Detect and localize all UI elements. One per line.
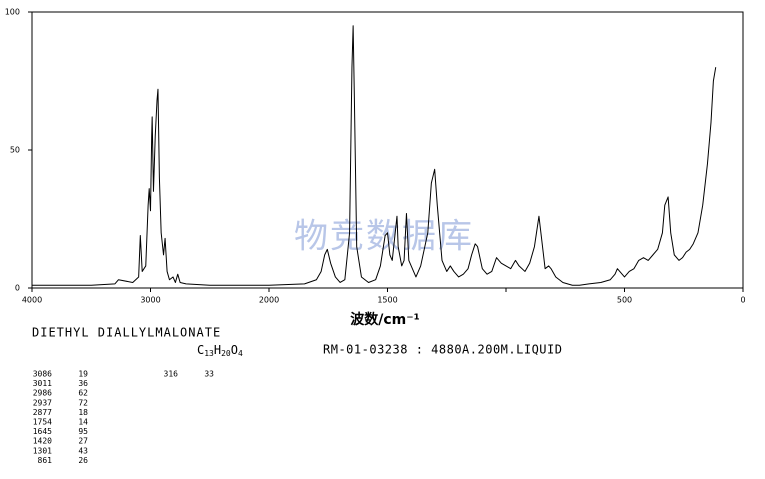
y-tick-label: 0 xyxy=(15,284,20,293)
formula-element: O xyxy=(231,343,238,357)
formula-subscript: 20 xyxy=(221,349,231,358)
peak-intensity: 36 xyxy=(78,379,88,388)
peak-wavenumber: 1754 xyxy=(33,418,52,427)
peak-wavenumber: 2937 xyxy=(33,398,52,407)
peak-intensity: 72 xyxy=(78,398,88,407)
peak-wavenumber: 1301 xyxy=(33,446,52,455)
y-tick-label: 50 xyxy=(10,146,20,155)
formula-subscript: 13 xyxy=(204,349,214,358)
peak-intensity: 19 xyxy=(78,370,88,379)
record-info: RM-01-03238 : 4880A.200M.LIQUID xyxy=(323,343,562,357)
peak-intensity: 18 xyxy=(78,408,88,417)
peak-wavenumber: 2986 xyxy=(33,389,52,398)
peak-intensity: 14 xyxy=(78,418,88,427)
x-tick-label: 4000 xyxy=(22,296,42,305)
x-tick-label: 2000 xyxy=(259,296,279,305)
x-axis-label: 波数/cm⁻¹ xyxy=(350,311,420,328)
x-tick-label: 500 xyxy=(617,296,632,305)
peak-intensity: 95 xyxy=(78,427,88,436)
peak-intensity: 27 xyxy=(78,437,88,446)
peak-wavenumber: 316 xyxy=(164,370,179,379)
formula-element: H xyxy=(214,343,221,357)
x-tick-label: 3000 xyxy=(140,296,160,305)
spectrum-line xyxy=(32,25,717,286)
peak-wavenumber: 3011 xyxy=(33,379,52,388)
peak-intensity: 62 xyxy=(78,389,88,398)
watermark: 物竞数据库 xyxy=(294,217,474,257)
formula: C13H20O4 xyxy=(197,343,243,358)
peak-wavenumber: 3086 xyxy=(33,370,52,379)
peak-intensity: 26 xyxy=(78,456,88,465)
peak-wavenumber: 1420 xyxy=(33,437,52,446)
formula-element: C xyxy=(197,343,204,357)
peak-intensity: 43 xyxy=(78,446,88,455)
peak-wavenumber: 2877 xyxy=(33,408,52,417)
x-tick-label: 0 xyxy=(740,296,745,305)
y-tick-label: 100 xyxy=(5,8,20,17)
formula-subscript: 4 xyxy=(238,349,243,358)
peak-wavenumber: 861 xyxy=(38,456,53,465)
peak-table: 3086 19 3011 36 2986 62 2937 72 2877 18 1754 14 1645… xyxy=(33,370,214,465)
compound-name: DIETHYL DIALLYLMALONATE xyxy=(32,326,221,340)
peak-intensity: 33 xyxy=(204,370,214,379)
peak-wavenumber: 1645 xyxy=(33,427,52,436)
x-tick-label: 1500 xyxy=(377,296,397,305)
